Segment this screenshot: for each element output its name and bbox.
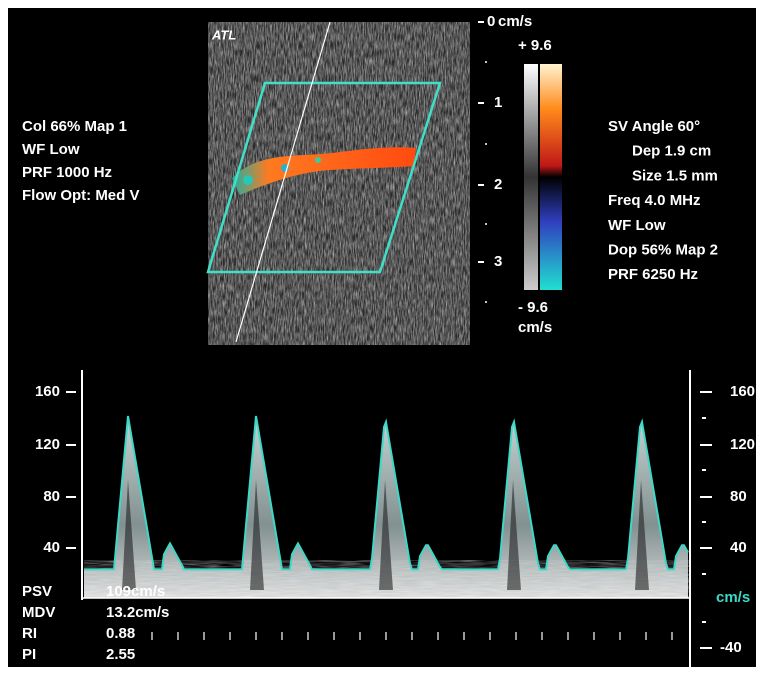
color-bar-unit: cm/s <box>518 319 552 336</box>
measurements: PSV 109cm/s MDV 13.2cm/s RI 0.88 PI 2.55 <box>22 583 169 663</box>
color-flow-vessel <box>232 147 416 195</box>
color-box <box>206 81 442 274</box>
spectral-window <box>122 480 136 590</box>
depth-label: 3 <box>494 253 502 270</box>
measure-value: 0.88 <box>106 625 135 642</box>
scale-unit: cm/s <box>716 589 750 606</box>
color-settings: Col 66% Map 1 WF Low PRF 1000 Hz Flow Opt: … <box>22 118 140 204</box>
scale-label: 120 <box>730 436 755 453</box>
color-bar-unit: cm/s <box>498 13 532 30</box>
spectral-window <box>635 480 649 590</box>
setting-line: Freq 4.0 MHz <box>608 192 701 209</box>
setting-line: PRF 1000 Hz <box>22 164 112 181</box>
scale-label: 80 <box>730 488 747 505</box>
scale-label: 120 <box>35 436 60 453</box>
logo: ATL <box>211 27 236 42</box>
measure-label: MDV <box>22 604 55 621</box>
setting-line: PRF 6250 Hz <box>608 266 698 283</box>
setting-line: SV Angle 60° <box>608 118 700 135</box>
measure-value: 2.55 <box>106 646 135 663</box>
measure-label: RI <box>22 625 37 642</box>
measure-label: PI <box>22 646 36 663</box>
scale-label: 40 <box>43 539 60 556</box>
measure-value: 13.2cm/s <box>106 604 169 621</box>
setting-line: WF Low <box>22 141 80 158</box>
gray-bar <box>524 64 538 290</box>
scale-label: 160 <box>35 383 60 400</box>
depth-scale: 0 1 2 3 <box>478 13 502 303</box>
setting-line: Size 1.5 mm <box>632 167 718 184</box>
color-bar-min: - 9.6 <box>518 299 548 316</box>
scale-label: 80 <box>43 488 60 505</box>
color-bar <box>540 64 562 290</box>
depth-label: 2 <box>494 176 502 193</box>
measure-label: PSV <box>22 583 52 600</box>
scale-label: 160 <box>730 383 755 400</box>
measure-value: 109cm/s <box>106 583 165 600</box>
b-mode-image: ATL <box>206 21 470 345</box>
waveform-envelope <box>84 415 689 571</box>
spectral-window <box>379 480 393 590</box>
setting-line: Col 66% Map 1 <box>22 118 127 135</box>
spectral-window <box>250 480 264 590</box>
cursor-line <box>235 21 331 343</box>
depth-label: 0 <box>487 13 495 30</box>
setting-line: Flow Opt: Med V <box>22 187 140 204</box>
setting-line: Dep 1.9 cm <box>632 143 711 160</box>
setting-line: WF Low <box>608 217 666 234</box>
doppler-settings: SV Angle 60° Dep 1.9 cm Size 1.5 mm Freq 4.… <box>608 118 718 283</box>
setting-line: Dop 56% Map 2 <box>608 241 718 258</box>
scale-label: 40 <box>730 539 747 556</box>
scale-label: -40 <box>720 639 742 656</box>
depth-label: 1 <box>494 94 502 111</box>
spectral-doppler: 160 120 80 40 160 120 80 40 cm/s -40 <box>35 370 755 668</box>
color-bar-max: + 9.6 <box>518 37 552 54</box>
spectral-window <box>507 480 521 590</box>
